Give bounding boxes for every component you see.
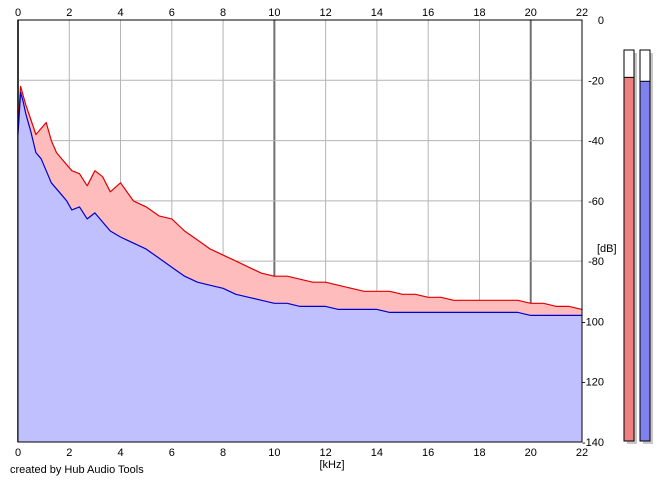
x-tick-label-bottom: 20 [525, 447, 537, 459]
x-tick-label-bottom: 10 [268, 447, 280, 459]
x-tick-label-top: 16 [422, 7, 434, 19]
y-tick-label: -60 [588, 196, 604, 208]
x-tick-label-bottom: 2 [66, 447, 72, 459]
x-tick-label-top: 20 [525, 7, 537, 19]
x-tick-label-bottom: 22 [576, 447, 588, 459]
x-tick-label-bottom: 8 [220, 447, 226, 459]
series-2-line [17, 91, 582, 316]
x-tick-label-top: 8 [220, 7, 226, 19]
x-tick-label-top: 18 [473, 7, 485, 19]
y-tick-label: -20 [588, 75, 604, 87]
x-tick-label-top: 0 [15, 7, 21, 19]
level-meters [623, 49, 653, 444]
x-tick-label-top: 10 [268, 7, 280, 19]
x-tick-label-bottom: 0 [15, 447, 21, 459]
x-tick-label-top: 22 [576, 7, 588, 19]
y-tick-label: -140 [582, 437, 604, 449]
series-layer [17, 85, 583, 443]
x-tick-label-top: 4 [117, 7, 123, 19]
x-tick-label-bottom: 6 [169, 447, 175, 459]
x-axis-label: [kHz] [319, 459, 344, 471]
credit-text: created by Hub Audio Tools [10, 464, 144, 476]
y-tick-label: -80 [588, 256, 604, 268]
level-meter-fill [639, 80, 651, 442]
series-2-area [18, 92, 582, 443]
x-tick-label-top: 14 [371, 7, 383, 19]
plot-frame [17, 19, 583, 443]
y-tick-label: -100 [582, 316, 604, 328]
x-tick-label-bottom: 16 [422, 447, 434, 459]
tick-labels: 002244668810101212141416161818202022220-… [15, 7, 604, 459]
level-meter-fill [623, 76, 635, 442]
y-axis-label: [dB] [597, 243, 617, 255]
x-tick-label-top: 6 [169, 7, 175, 19]
x-tick-label-bottom: 18 [473, 447, 485, 459]
y-tick-label: -40 [588, 136, 604, 148]
x-tick-label-top: 12 [320, 7, 332, 19]
x-tick-label-bottom: 12 [320, 447, 332, 459]
y-tick-label: -120 [582, 377, 604, 389]
x-tick-label-top: 2 [66, 7, 72, 19]
x-tick-label-bottom: 14 [371, 447, 383, 459]
series-1-line [17, 85, 583, 310]
x-tick-label-bottom: 4 [117, 447, 123, 459]
y-tick-label: 0 [598, 15, 604, 27]
